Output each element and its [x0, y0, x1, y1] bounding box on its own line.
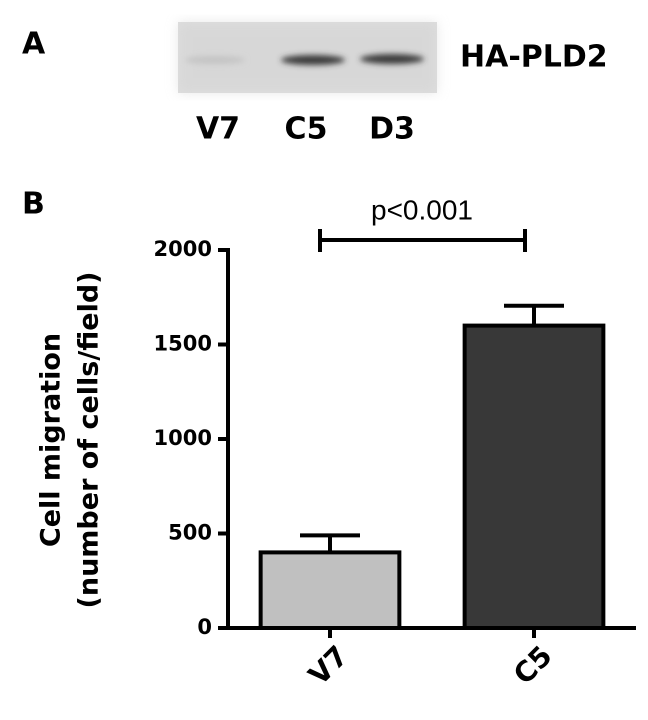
- panel-label: A: [22, 27, 46, 62]
- lane-label: C5: [285, 112, 328, 147]
- bar: [258, 550, 402, 631]
- lane-label: V7: [196, 112, 240, 147]
- bar: [462, 323, 606, 630]
- y-axis-title-line: Cell migration: [36, 333, 67, 547]
- y-tick-label: 0: [197, 615, 212, 639]
- panel-label: B: [22, 187, 45, 222]
- y-tick-label: 1000: [154, 426, 212, 450]
- blot: [178, 22, 437, 93]
- y-axis-title: Cell migration (number of cells/field): [36, 272, 105, 609]
- significance-bracket: [318, 229, 527, 252]
- y-axis-title-line: (number of cells/field): [74, 272, 105, 609]
- x-tick-label: C5: [507, 639, 559, 691]
- y-tick-label: 1500: [154, 332, 212, 356]
- significance-label: p<0.001: [371, 194, 473, 225]
- y-tick-label: 500: [168, 521, 212, 545]
- x-tick-label: V7: [302, 639, 354, 691]
- y-tick-label: 2000: [154, 237, 212, 261]
- lane-label: D3: [369, 112, 415, 147]
- protein-label: HA-PLD2: [460, 40, 608, 75]
